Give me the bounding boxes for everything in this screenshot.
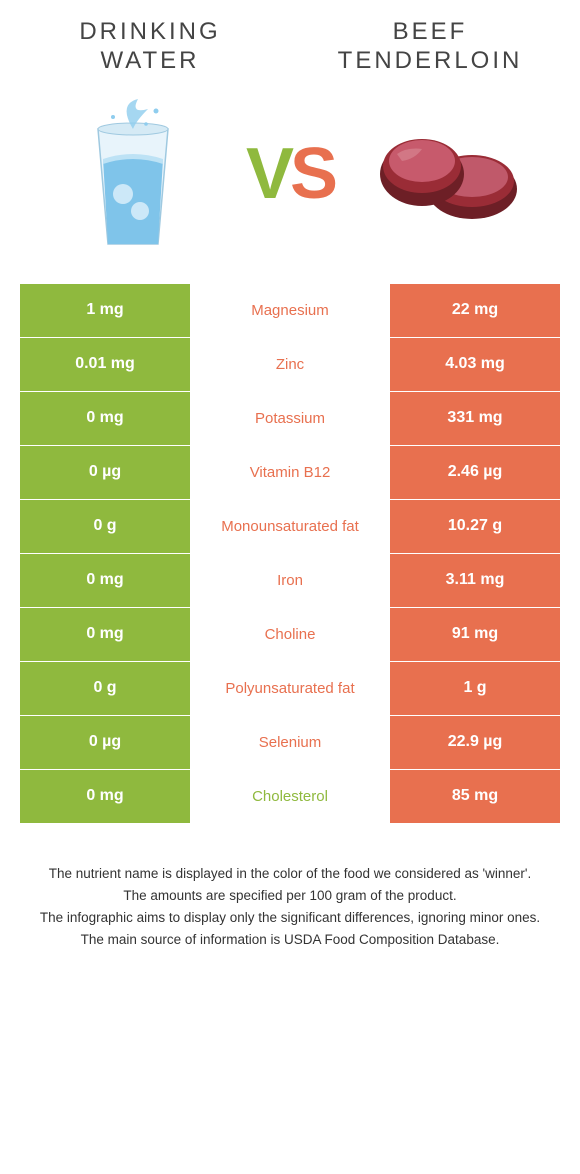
nutrient-table: 1 mgMagnesium22 mg0.01 mgZinc4.03 mg0 mg…: [20, 284, 560, 824]
nutrient-label-cell: Monounsaturated fat: [190, 500, 390, 553]
right-image-slot: [334, 94, 560, 254]
table-row: 0 gPolyunsaturated fat1 g: [20, 662, 560, 716]
left-value-cell: 1 mg: [20, 284, 190, 337]
table-row: 0 mgPotassium331 mg: [20, 392, 560, 446]
water-glass-icon: [78, 99, 188, 249]
nutrient-label-cell: Iron: [190, 554, 390, 607]
infographic-container: DRINKING WATER BEEF TENDERLOIN VS: [0, 0, 580, 951]
right-title: BEEF TENDERLOIN: [290, 18, 570, 76]
vs-s-letter: S: [290, 138, 334, 210]
right-value-cell: 85 mg: [390, 770, 560, 823]
table-row: 0 µgSelenium22.9 µg: [20, 716, 560, 770]
nutrient-label-cell: Zinc: [190, 338, 390, 391]
table-row: 0.01 mgZinc4.03 mg: [20, 338, 560, 392]
table-row: 0 gMonounsaturated fat10.27 g: [20, 500, 560, 554]
left-image-slot: [20, 94, 246, 254]
header-row: DRINKING WATER BEEF TENDERLOIN: [0, 0, 580, 84]
left-value-cell: 0 µg: [20, 716, 190, 769]
table-row: 0 mgIron3.11 mg: [20, 554, 560, 608]
nutrient-label-cell: Choline: [190, 608, 390, 661]
nutrient-label-cell: Magnesium: [190, 284, 390, 337]
left-value-cell: 0 mg: [20, 770, 190, 823]
vs-label: VS: [246, 138, 334, 210]
left-value-cell: 0 g: [20, 662, 190, 715]
left-value-cell: 0.01 mg: [20, 338, 190, 391]
table-row: 0 µgVitamin B122.46 µg: [20, 446, 560, 500]
right-value-cell: 22 mg: [390, 284, 560, 337]
beef-tenderloin-icon: [367, 119, 527, 229]
nutrient-label-cell: Vitamin B12: [190, 446, 390, 499]
left-value-cell: 0 mg: [20, 554, 190, 607]
right-value-cell: 3.11 mg: [390, 554, 560, 607]
right-value-cell: 4.03 mg: [390, 338, 560, 391]
left-value-cell: 0 g: [20, 500, 190, 553]
images-row: VS: [0, 84, 580, 284]
vs-v-letter: V: [246, 138, 290, 210]
footer-line-3: The infographic aims to display only the…: [30, 908, 550, 928]
footer-line-4: The main source of information is USDA F…: [30, 930, 550, 950]
table-row: 0 mgCholesterol85 mg: [20, 770, 560, 824]
header-right: BEEF TENDERLOIN: [290, 18, 570, 76]
nutrient-label-cell: Polyunsaturated fat: [190, 662, 390, 715]
header-left: DRINKING WATER: [10, 18, 290, 76]
footer-line-2: The amounts are specified per 100 gram o…: [30, 886, 550, 906]
right-value-cell: 91 mg: [390, 608, 560, 661]
right-value-cell: 22.9 µg: [390, 716, 560, 769]
right-value-cell: 10.27 g: [390, 500, 560, 553]
footer-line-1: The nutrient name is displayed in the co…: [30, 864, 550, 884]
nutrient-label-cell: Cholesterol: [190, 770, 390, 823]
table-row: 1 mgMagnesium22 mg: [20, 284, 560, 338]
right-value-cell: 1 g: [390, 662, 560, 715]
right-value-cell: 2.46 µg: [390, 446, 560, 499]
left-value-cell: 0 mg: [20, 608, 190, 661]
left-value-cell: 0 µg: [20, 446, 190, 499]
left-title: DRINKING WATER: [10, 18, 290, 76]
nutrient-label-cell: Potassium: [190, 392, 390, 445]
nutrient-label-cell: Selenium: [190, 716, 390, 769]
right-value-cell: 331 mg: [390, 392, 560, 445]
footer-notes: The nutrient name is displayed in the co…: [30, 864, 550, 951]
left-value-cell: 0 mg: [20, 392, 190, 445]
table-row: 0 mgCholine91 mg: [20, 608, 560, 662]
